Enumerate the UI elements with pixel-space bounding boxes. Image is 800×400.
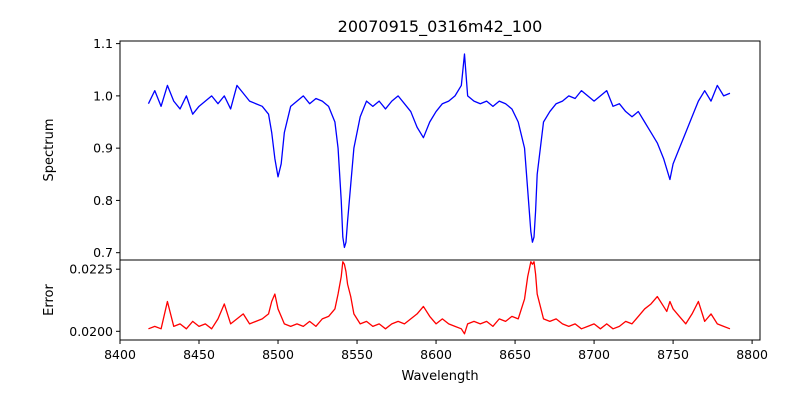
chart-title: 20070915_0316m42_100 [338, 17, 543, 37]
bottom-x-axis: 8400 8450 8500 8550 8600 8650 8700 8750 8800 [104, 340, 768, 362]
spectrum-ytick-label: 0.8 [93, 193, 113, 208]
spectrum-series-line [147, 53, 731, 249]
xtick-label: 8650 [499, 347, 531, 362]
spectrum-ytick-label: 1.0 [93, 88, 113, 103]
error-plot-area [148, 261, 731, 335]
bottom-y-axis: 0.0200 0.0225 [69, 262, 120, 339]
top-axes-frame [119, 40, 761, 261]
spectrum-plot-area [147, 53, 731, 249]
xtick-label: 8550 [341, 347, 373, 362]
spectrum-ytick-label: 1.1 [93, 36, 113, 51]
spectrum-ytick-label: 0.9 [93, 141, 113, 156]
top-y-axis-label: Spectrum [42, 119, 57, 182]
xtick-label: 8450 [183, 347, 215, 362]
error-ytick-label: 0.0225 [69, 262, 113, 277]
x-axis-label: Wavelength [401, 369, 478, 384]
error-ytick-label: 0.0200 [69, 324, 113, 339]
xtick-label: 8800 [736, 347, 768, 362]
xtick-label: 8700 [578, 347, 610, 362]
spectrum-ytick-label: 0.7 [93, 245, 113, 260]
xtick-label: 8600 [420, 347, 452, 362]
xtick-label: 8750 [657, 347, 689, 362]
error-series-line [148, 261, 731, 335]
xtick-label: 8400 [104, 347, 136, 362]
xtick-label: 8500 [262, 347, 294, 362]
top-y-axis: 0.7 0.8 0.9 1.0 1.1 [93, 36, 120, 260]
bottom-axes-frame [119, 259, 761, 341]
bottom-y-axis-label: Error [42, 284, 57, 316]
